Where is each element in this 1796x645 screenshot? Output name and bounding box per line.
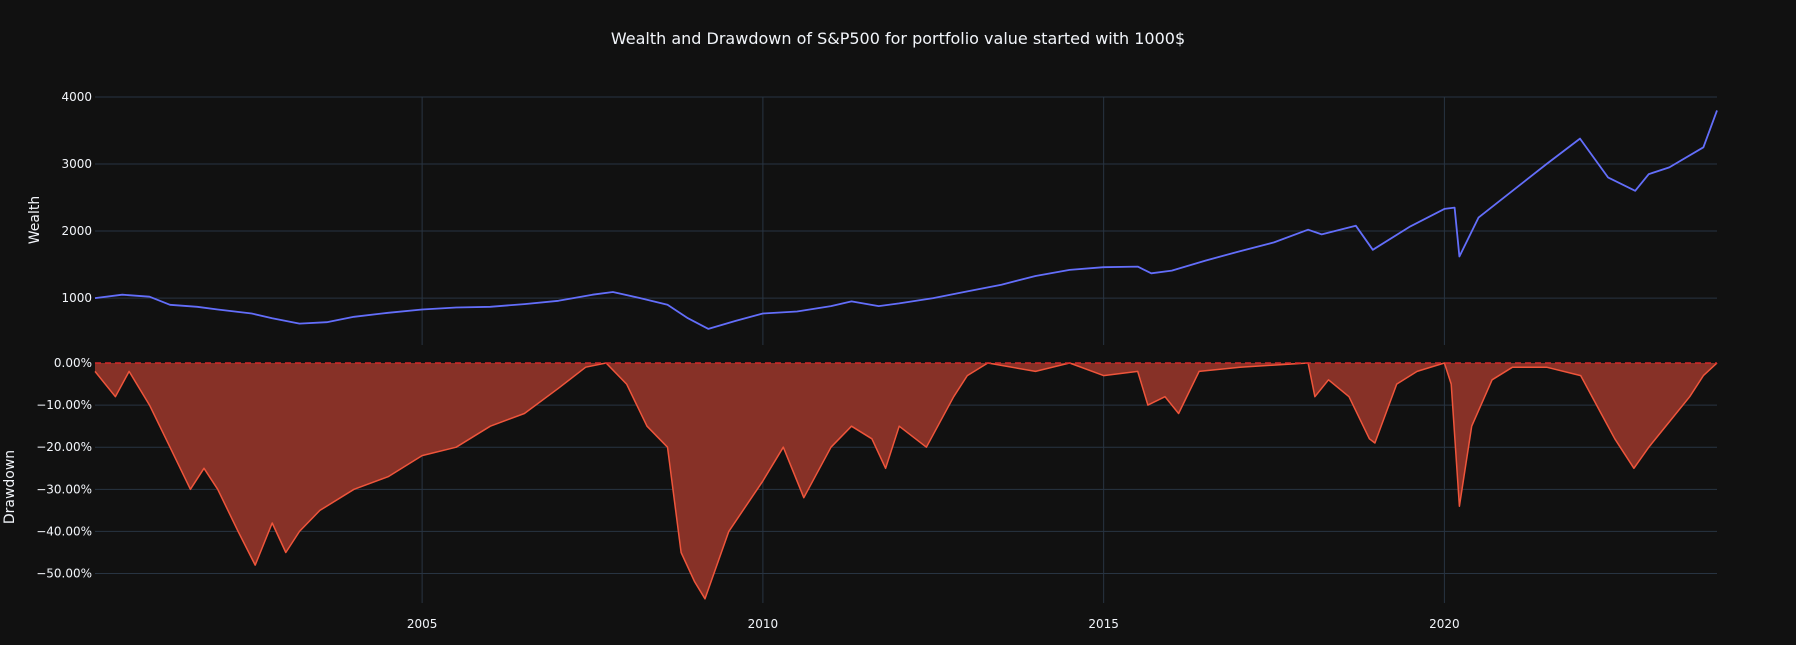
x-tick-label: 2010 <box>748 617 779 631</box>
drawdown-y-tick-label: −10.00% <box>36 398 92 412</box>
x-tick-label: 2015 <box>1088 617 1119 631</box>
drawdown-line <box>94 362 1718 600</box>
x-tick-label: 2020 <box>1429 617 1460 631</box>
wealth-y-tick-label: 2000 <box>61 224 92 238</box>
wealth-y-tick-label: 4000 <box>61 90 92 104</box>
chart-title: Wealth and Drawdown of S&P500 for portfo… <box>611 29 1185 48</box>
label-layer: 1000 2000 3000 4000 0.00% −10.00% −20.00% −30.0… <box>36 90 1459 631</box>
wealth-axis-title: Wealth <box>27 196 43 244</box>
drawdown-y-tick-label: −20.00% <box>36 440 92 454</box>
wealth-y-tick-label: 1000 <box>61 291 92 305</box>
drawdown-y-tick-label: −40.00% <box>36 524 92 538</box>
drawdown-y-tick-label: −30.00% <box>36 482 92 496</box>
drawdown-y-tick-label: −50.00% <box>36 567 92 581</box>
wealth-line <box>94 110 1718 330</box>
wealth-y-tick-label: 3000 <box>61 157 92 171</box>
data-layer <box>94 110 1718 600</box>
drawdown-axis-title: Drawdown <box>2 450 18 524</box>
drawdown-y-tick-label: 0.00% <box>54 356 92 370</box>
x-tick-label: 2005 <box>407 617 438 631</box>
